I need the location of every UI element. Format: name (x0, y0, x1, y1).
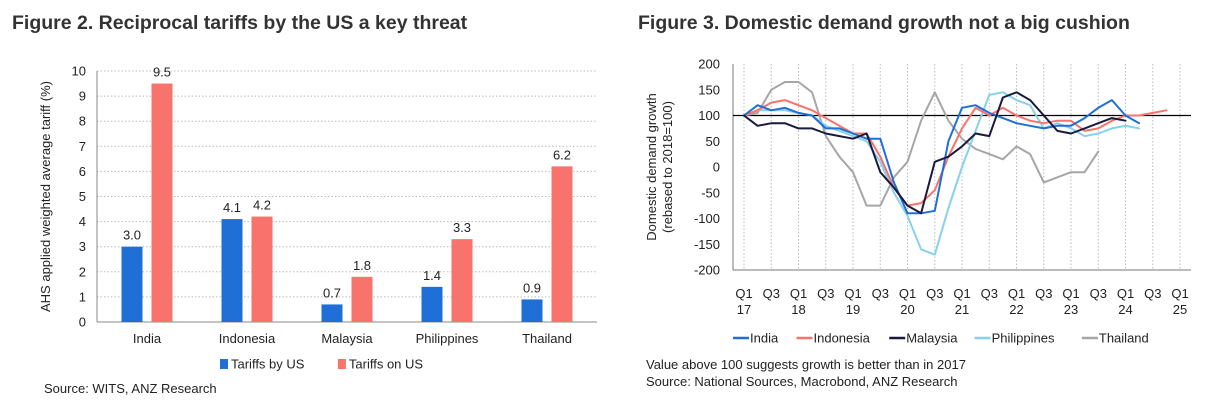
y-tick-label: 200 (698, 57, 720, 72)
x-tick-label: Q1 (1008, 286, 1025, 301)
y-axis-title: Domestic demand growth (644, 93, 659, 240)
bar (121, 246, 143, 322)
legend-label: Tariffs on US (349, 357, 424, 372)
x-tick-year: 21 (955, 302, 969, 317)
data-label: 3.3 (453, 220, 471, 235)
y-tick-label: -50 (701, 185, 720, 200)
x-tick-label: Q1 (1117, 286, 1134, 301)
legend-swatch (337, 359, 346, 369)
bar (421, 286, 443, 322)
x-tick-year: 19 (846, 302, 860, 317)
y-tick-label: 0 (713, 160, 720, 175)
y-tick-label: 0 (79, 315, 86, 330)
figure2-title: Figure 2. Reciprocal tariffs by the US a… (12, 12, 468, 34)
y-tick-label: 150 (698, 82, 720, 97)
y-tick-label: 10 (72, 64, 86, 79)
x-tick-label: Q3 (817, 286, 834, 301)
x-tick-label: Q1 (844, 286, 861, 301)
data-label: 0.9 (523, 280, 541, 295)
bar (551, 166, 573, 322)
bar (221, 219, 243, 322)
series-line (743, 99, 1168, 207)
x-tick-label: Q3 (872, 286, 889, 301)
y-tick-label: -150 (694, 237, 720, 252)
legend-label: India (750, 331, 779, 346)
x-tick-label: Thailand (522, 331, 572, 346)
y-tick-label: 1 (79, 289, 86, 304)
data-label: 1.4 (423, 268, 441, 283)
legend-label: Philippines (992, 331, 1055, 346)
y-tick-label: -100 (694, 211, 720, 226)
data-label: 1.8 (353, 258, 371, 273)
y-axis-subtitle: (rebased to 2018=100) (660, 101, 675, 233)
x-tick-year: 22 (1009, 302, 1023, 317)
series-line (743, 81, 1100, 207)
series-line (743, 91, 1127, 215)
x-tick-label: Indonesia (219, 331, 276, 346)
x-tick-label: Q1 (1171, 286, 1188, 301)
x-tick-label: Q1 (735, 286, 752, 301)
figure2-source: Source: WITS, ANZ Research (44, 381, 217, 396)
legend-label: Tariffs by US (231, 357, 305, 372)
x-tick-year: 25 (1173, 302, 1187, 317)
x-tick-label: Q1 (899, 286, 916, 301)
bar (321, 304, 343, 322)
bar (251, 216, 273, 322)
data-label: 4.1 (223, 200, 241, 215)
x-tick-year: 18 (791, 302, 805, 317)
x-tick-year: 20 (900, 302, 914, 317)
figure3-source: Source: National Sources, Macrobond, ANZ… (646, 374, 958, 389)
x-tick-label: Q3 (1090, 286, 1107, 301)
x-tick-label: Q3 (763, 286, 780, 301)
bar (451, 239, 473, 322)
x-tick-label: Q1 (953, 286, 970, 301)
x-tick-label: Q3 (981, 286, 998, 301)
bar (351, 276, 373, 322)
x-tick-label: Q1 (790, 286, 807, 301)
y-tick-label: 50 (706, 134, 720, 149)
figure3-note: Value above 100 suggests growth is bette… (646, 357, 966, 372)
data-label: 3.0 (123, 228, 141, 243)
y-tick-label: -200 (694, 263, 720, 278)
x-tick-year: 23 (1064, 302, 1078, 317)
bar (151, 83, 173, 322)
series-line (743, 99, 1141, 215)
x-tick-label: Q3 (1035, 286, 1052, 301)
y-tick-label: 9 (79, 89, 86, 104)
y-tick-label: 7 (79, 139, 86, 154)
y-axis-title: AHS applied weighted average tariff (%) (38, 81, 53, 312)
data-label: 4.2 (253, 198, 271, 213)
x-tick-label: Philippines (416, 331, 479, 346)
legend-label: Indonesia (814, 331, 871, 346)
x-tick-label: Q1 (1062, 286, 1079, 301)
x-tick-label: India (133, 331, 162, 346)
y-tick-label: 5 (79, 189, 86, 204)
data-label: 9.5 (153, 65, 171, 80)
x-tick-year: 17 (737, 302, 751, 317)
figure3-title: Figure 3. Domestic demand growth not a b… (638, 12, 1130, 34)
y-tick-label: 4 (79, 214, 86, 229)
y-tick-label: 6 (79, 164, 86, 179)
legend-label: Malaysia (906, 331, 958, 346)
y-tick-label: 100 (698, 108, 720, 123)
x-tick-label: Q3 (1144, 286, 1161, 301)
bar (521, 299, 543, 322)
y-tick-label: 8 (79, 114, 86, 129)
legend-swatch (220, 359, 228, 369)
data-label: 0.7 (323, 285, 341, 300)
data-label: 6.2 (553, 147, 571, 162)
y-tick-label: 2 (79, 264, 86, 279)
x-tick-label: Q3 (926, 286, 943, 301)
legend-label: Thailand (1099, 331, 1149, 346)
y-tick-label: 3 (79, 239, 86, 254)
x-tick-year: 24 (1118, 302, 1132, 317)
x-tick-label: Malaysia (321, 331, 373, 346)
tariff-bar-chart: 0 1 2 3 4 5 6 7 8 9 10 AHS applied weighted average… (38, 64, 597, 372)
